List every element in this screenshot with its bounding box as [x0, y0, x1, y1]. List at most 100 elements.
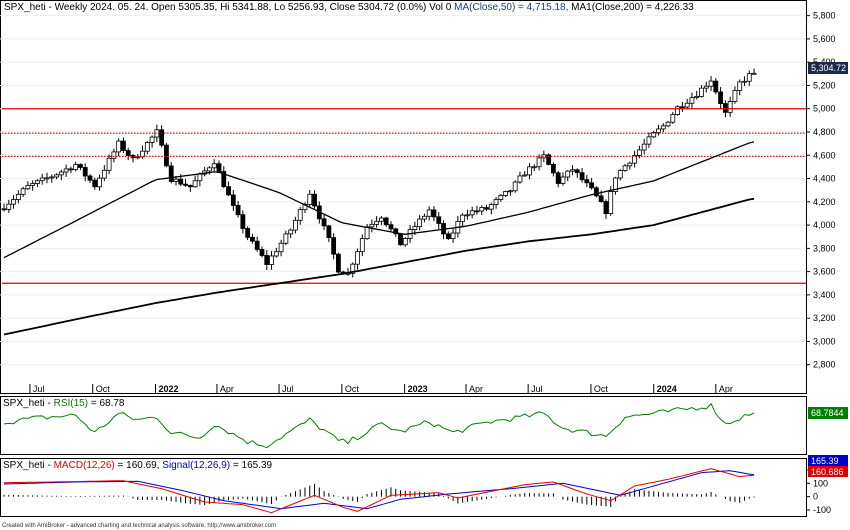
candle-body [479, 207, 485, 212]
candle-body [512, 181, 518, 192]
candle-body [211, 163, 217, 169]
candle-body [350, 263, 356, 274]
x-tick-label: Apr [220, 384, 234, 394]
candle-body [15, 193, 21, 200]
candle-body [417, 218, 423, 228]
candle-body [465, 214, 470, 217]
candle-body [125, 150, 131, 156]
ma50-line [3, 141, 755, 259]
macd-ytick-label: 100 [813, 478, 828, 488]
candle-body [646, 136, 652, 145]
candle-body [207, 167, 212, 172]
price-ytick-label: 3,200 [813, 313, 836, 323]
x-tick-label: 2022 [159, 384, 179, 394]
candle-body [560, 176, 566, 184]
candle-body [522, 174, 528, 177]
candle-body [111, 151, 117, 159]
summary: - Weekly 2024. 05. 24. Open 5305.35, Hi … [48, 2, 451, 13]
candle-body [68, 168, 74, 171]
x-tick-label: Oct [96, 384, 111, 394]
macd-ytick-label: -100 [813, 505, 831, 515]
candle-body [101, 169, 107, 179]
candle-body [703, 85, 709, 89]
x-tick-label: Jul [33, 384, 45, 394]
price-ytick-label: 3,800 [813, 243, 836, 253]
candle-body [675, 106, 681, 116]
candle-body [474, 210, 480, 213]
candle-body [565, 170, 571, 178]
candle-body [173, 178, 179, 182]
ma50-label: MA(Close,50) = 4,715.18, [454, 2, 568, 13]
macd-title: SPX_heti - MACD(12,26) = 160.69, Signal(… [3, 460, 273, 471]
candle-body [679, 106, 685, 109]
candle-body [746, 73, 752, 82]
candle-body [73, 164, 79, 170]
candle-body [288, 229, 294, 235]
candle-body [665, 121, 671, 127]
macd-ytick-label: 0 [813, 492, 818, 502]
candle-body [398, 233, 403, 246]
price-last-badge: 5,304.72 [808, 62, 848, 74]
x-tick-label: Apr [469, 384, 483, 394]
symbol: SPX_heti [4, 2, 46, 13]
candle-body [632, 155, 638, 164]
candle-body [608, 191, 614, 214]
candle-body [388, 224, 394, 230]
candle-body [44, 177, 50, 180]
price-ytick-label: 4,400 [813, 174, 836, 184]
candle-body [364, 226, 370, 240]
rsi-name: RSI(15) [54, 398, 88, 409]
ma200-line [3, 197, 755, 336]
candle-body [603, 201, 609, 214]
candle-body [178, 178, 184, 185]
signal-last-badge: 165.39 [808, 455, 848, 466]
price-ytick-label: 4,600 [813, 150, 836, 160]
candle-body [106, 157, 112, 171]
chart-header: SPX_heti - Weekly 2024. 05. 24. Open 530… [4, 2, 694, 13]
price-ytick-label: 4,800 [813, 127, 836, 137]
candle-body [536, 157, 542, 168]
candle-body [508, 190, 513, 193]
candle-body [82, 167, 88, 177]
candle-body [383, 217, 389, 226]
candle-body [555, 172, 561, 184]
candle-body [574, 169, 580, 174]
candle-body [422, 215, 427, 220]
candle-body [436, 216, 442, 224]
x-tick-label: 2023 [408, 384, 428, 394]
candle-body [20, 188, 26, 195]
candle-body [622, 165, 628, 172]
candle-body [35, 180, 40, 184]
candle-body [92, 179, 98, 188]
candle-body [393, 228, 399, 235]
price-ytick-label: 4,200 [813, 197, 836, 207]
candle-body [636, 149, 642, 156]
candle-body [245, 228, 251, 238]
candle-body [584, 179, 590, 184]
candle-body [579, 172, 585, 181]
rsi-line [3, 402, 755, 449]
candle-body [598, 195, 604, 202]
x-tick-label: Jul [282, 384, 294, 394]
candle-body [546, 154, 552, 165]
candle-body [517, 175, 523, 183]
candle-body [58, 171, 64, 176]
candle-body [321, 218, 327, 227]
candle-body [116, 140, 122, 153]
candle-body [254, 240, 260, 250]
candle-body [484, 207, 489, 210]
candle-body [63, 168, 69, 173]
candle-body [460, 214, 466, 222]
candle-body [694, 96, 700, 99]
candle-body [216, 163, 222, 172]
price-ytick-label: 5,000 [813, 104, 836, 114]
candle-body [293, 219, 298, 231]
candle-body [402, 237, 408, 246]
price-ytick-label: 5,600 [813, 34, 836, 44]
candle-body [121, 140, 126, 151]
candle-body [49, 176, 55, 179]
price-ytick-label: 3,600 [813, 267, 836, 277]
candle-body [708, 80, 714, 87]
candle-body [431, 209, 437, 218]
